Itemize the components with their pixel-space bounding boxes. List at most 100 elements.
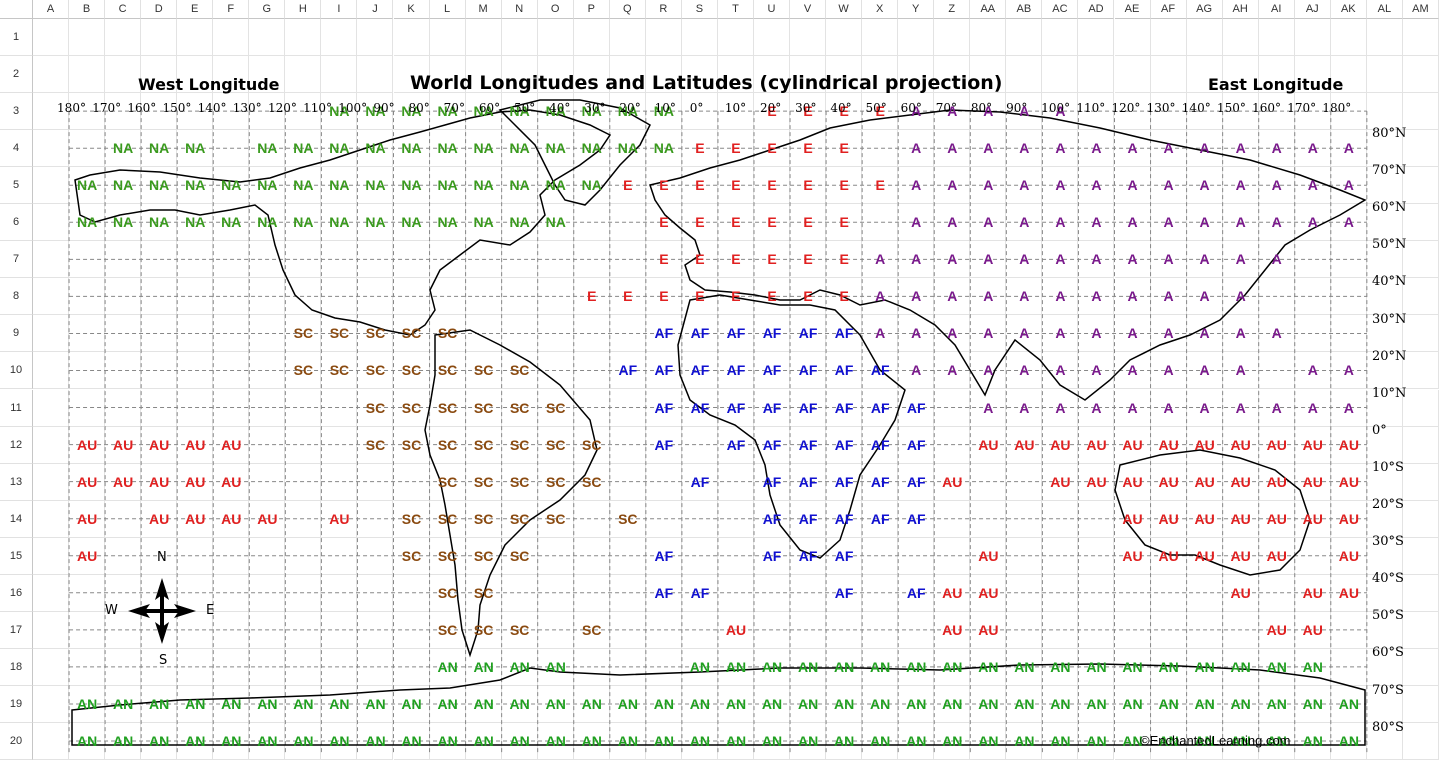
cell-AH11[interactable]: [1222, 389, 1259, 427]
cell-T19[interactable]: [717, 685, 754, 723]
cell-AL5[interactable]: [1366, 167, 1403, 205]
cell-AL13[interactable]: [1366, 463, 1403, 501]
cell-M19[interactable]: [465, 685, 502, 723]
cell-J2[interactable]: [357, 56, 394, 94]
column-header-Q[interactable]: Q: [609, 0, 646, 19]
cell-AM3[interactable]: [1402, 93, 1439, 131]
cell-AM18[interactable]: [1402, 648, 1439, 686]
cell-AC1[interactable]: [1042, 19, 1079, 57]
column-header-AF[interactable]: AF: [1150, 0, 1187, 19]
cell-T1[interactable]: [717, 19, 754, 57]
row-header-13[interactable]: 13: [0, 463, 33, 501]
cell-A2[interactable]: [33, 56, 70, 94]
cell-AF13[interactable]: [1150, 463, 1187, 501]
cell-Z2[interactable]: [934, 56, 971, 94]
cell-AA3[interactable]: [970, 93, 1007, 131]
cell-H1[interactable]: [285, 19, 322, 57]
cell-F16[interactable]: [213, 574, 250, 612]
cell-AA18[interactable]: [970, 648, 1007, 686]
cell-AL2[interactable]: [1366, 56, 1403, 94]
cell-AG13[interactable]: [1186, 463, 1223, 501]
column-header-A[interactable]: A: [33, 0, 70, 19]
cell-S17[interactable]: [681, 611, 718, 649]
cell-N18[interactable]: [501, 648, 538, 686]
cell-U7[interactable]: [754, 241, 791, 279]
cell-AB12[interactable]: [1006, 426, 1043, 464]
cell-L19[interactable]: [429, 685, 466, 723]
cell-AB19[interactable]: [1006, 685, 1043, 723]
cell-AF4[interactable]: [1150, 130, 1187, 168]
cell-U5[interactable]: [754, 167, 791, 205]
cell-AA11[interactable]: [970, 389, 1007, 427]
cell-N7[interactable]: [501, 241, 538, 279]
cell-A13[interactable]: [33, 463, 70, 501]
cell-T3[interactable]: [717, 93, 754, 131]
cell-A19[interactable]: [33, 685, 70, 723]
cell-AG2[interactable]: [1186, 56, 1223, 94]
cell-AH10[interactable]: [1222, 352, 1259, 390]
cell-O1[interactable]: [537, 19, 574, 57]
cell-L3[interactable]: [429, 93, 466, 131]
cell-M11[interactable]: [465, 389, 502, 427]
cell-T16[interactable]: [717, 574, 754, 612]
cell-T8[interactable]: [717, 278, 754, 316]
cell-F15[interactable]: [213, 537, 250, 575]
cell-M14[interactable]: [465, 500, 502, 538]
cell-AL14[interactable]: [1366, 500, 1403, 538]
cell-M10[interactable]: [465, 352, 502, 390]
cell-AA12[interactable]: [970, 426, 1007, 464]
cell-M17[interactable]: [465, 611, 502, 649]
cell-A18[interactable]: [33, 648, 70, 686]
cell-AH16[interactable]: [1222, 574, 1259, 612]
cell-M4[interactable]: [465, 130, 502, 168]
cell-M12[interactable]: [465, 426, 502, 464]
cell-AM10[interactable]: [1402, 352, 1439, 390]
row-header-10[interactable]: 10: [0, 352, 33, 390]
cell-AF3[interactable]: [1150, 93, 1187, 131]
cell-AK2[interactable]: [1330, 56, 1367, 94]
cell-V2[interactable]: [790, 56, 827, 94]
cell-AG3[interactable]: [1186, 93, 1223, 131]
cell-F8[interactable]: [213, 278, 250, 316]
cell-V1[interactable]: [790, 19, 827, 57]
cell-AL6[interactable]: [1366, 204, 1403, 242]
cell-N8[interactable]: [501, 278, 538, 316]
cell-AB15[interactable]: [1006, 537, 1043, 575]
cell-AA1[interactable]: [970, 19, 1007, 57]
cell-M5[interactable]: [465, 167, 502, 205]
column-header-AE[interactable]: AE: [1114, 0, 1151, 19]
cell-S1[interactable]: [681, 19, 718, 57]
cell-Y2[interactable]: [898, 56, 935, 94]
cell-AA15[interactable]: [970, 537, 1007, 575]
cell-G6[interactable]: [249, 204, 286, 242]
cell-N17[interactable]: [501, 611, 538, 649]
cell-M20[interactable]: [465, 722, 502, 760]
cell-AM14[interactable]: [1402, 500, 1439, 538]
cell-T12[interactable]: [717, 426, 754, 464]
cell-AH19[interactable]: [1222, 685, 1259, 723]
cell-N14[interactable]: [501, 500, 538, 538]
cell-AB6[interactable]: [1006, 204, 1043, 242]
cell-AB5[interactable]: [1006, 167, 1043, 205]
cell-T5[interactable]: [717, 167, 754, 205]
cell-AA4[interactable]: [970, 130, 1007, 168]
cell-L9[interactable]: [429, 315, 466, 353]
cell-AL16[interactable]: [1366, 574, 1403, 612]
cell-I2[interactable]: [321, 56, 358, 94]
cell-AH15[interactable]: [1222, 537, 1259, 575]
cell-AG4[interactable]: [1186, 130, 1223, 168]
row-header-20[interactable]: 20: [0, 722, 33, 760]
cell-A10[interactable]: [33, 352, 70, 390]
cell-G18[interactable]: [249, 648, 286, 686]
cell-G12[interactable]: [249, 426, 286, 464]
cell-C2[interactable]: [105, 56, 142, 94]
cell-AB3[interactable]: [1006, 93, 1043, 131]
cell-AG10[interactable]: [1186, 352, 1223, 390]
column-header-I[interactable]: I: [321, 0, 358, 19]
cell-M1[interactable]: [465, 19, 502, 57]
cell-AA14[interactable]: [970, 500, 1007, 538]
cell-Z16[interactable]: [934, 574, 971, 612]
cell-T17[interactable]: [717, 611, 754, 649]
column-header-AK[interactable]: AK: [1330, 0, 1367, 19]
cell-K1[interactable]: [393, 19, 430, 57]
